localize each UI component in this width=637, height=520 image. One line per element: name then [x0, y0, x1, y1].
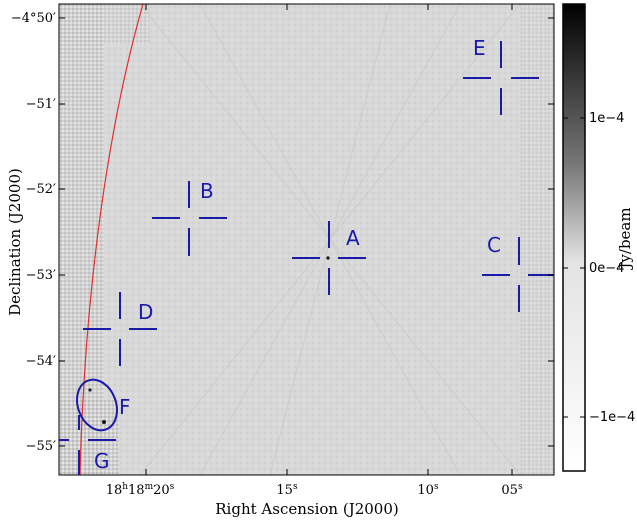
marker-label-g: G — [94, 449, 110, 473]
x-tick-label: 05s — [501, 482, 523, 498]
y-tick-label: −51′ — [26, 97, 56, 112]
marker-f-ellipse — [76, 378, 118, 432]
marker-label-a: A — [346, 226, 360, 250]
source-a-point — [326, 256, 330, 260]
x-axis-title: Right Ascension (J2000) — [215, 500, 398, 518]
marker-label-c: C — [487, 233, 501, 257]
marker-label-e: E — [473, 36, 486, 60]
marker-g — [59, 415, 116, 475]
y-tick-label: −52′ — [26, 182, 56, 197]
y-tick-label: −55′ — [26, 439, 56, 454]
x-tick-label: 15s — [276, 482, 298, 498]
source-markers — [59, 41, 554, 475]
y-tick-label: −54′ — [26, 354, 56, 369]
marker-d — [83, 292, 157, 366]
marker-label-d: D — [138, 300, 153, 324]
y-tick-label: −4°50′ — [11, 11, 56, 26]
y-tick-label: −53′ — [26, 268, 56, 283]
colorbar-tick-label: 1e−4 — [589, 111, 624, 126]
source-f-point-1 — [88, 388, 92, 392]
source-f-point-2 — [102, 420, 106, 424]
x-tick-marks — [145, 4, 513, 475]
colorbar-title: Jy/beam — [616, 207, 634, 270]
marker-e — [463, 41, 539, 115]
x-tick-label: 10s — [417, 482, 439, 498]
marker-label-b: B — [200, 179, 214, 203]
marker-a — [292, 221, 366, 295]
colorbar-tick-label: 0e−4 — [589, 261, 624, 276]
marker-label-f: F — [119, 395, 131, 419]
sky-image — [58, 3, 555, 476]
y-tick-marks — [59, 17, 554, 447]
colorbar-tick-label: −1e−4 — [589, 410, 635, 425]
y-axis-title: Declination (J2000) — [6, 168, 24, 316]
colorbar: 1e−4 0e−4 −1e−4 Jy/beam — [562, 3, 635, 472]
marker-b — [152, 181, 227, 256]
boundary-curve — [79, 4, 144, 475]
x-tick-label: 18h18m20s — [106, 482, 175, 498]
colorbar-gradient — [562, 3, 586, 472]
